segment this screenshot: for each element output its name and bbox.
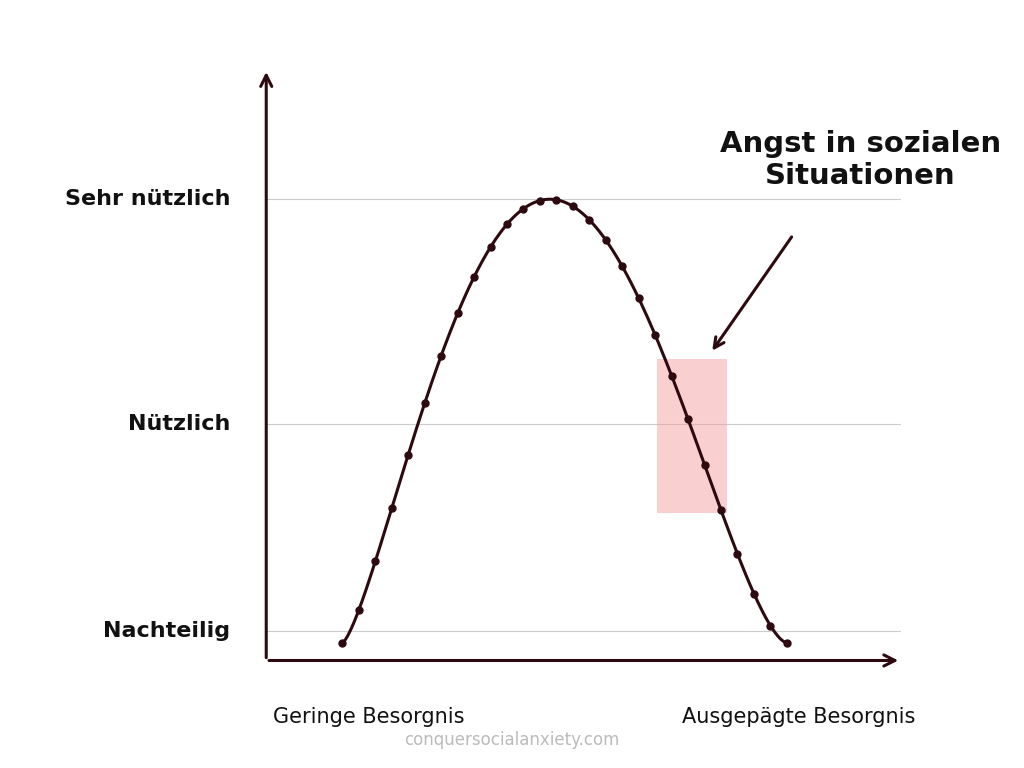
Text: Nachteilig: Nachteilig <box>103 621 230 641</box>
Text: Ausgepägte Besorgnis: Ausgepägte Besorgnis <box>682 707 915 727</box>
Bar <box>656 359 727 513</box>
Text: Geringe Besorgnis: Geringe Besorgnis <box>272 707 465 727</box>
Text: Sehr nützlich: Sehr nützlich <box>65 189 230 209</box>
Text: Angst in sozialen
Situationen: Angst in sozialen Situationen <box>720 130 1000 190</box>
Text: Nützlich: Nützlich <box>128 414 230 434</box>
Text: conquersocialanxiety.com: conquersocialanxiety.com <box>404 731 620 749</box>
